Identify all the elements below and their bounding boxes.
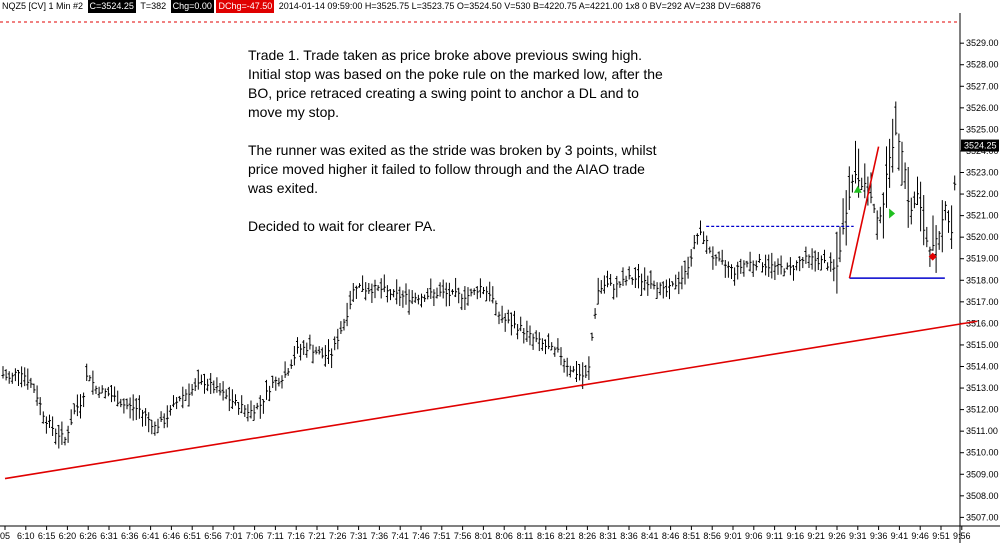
price-tick-label: 3522.00: [966, 189, 999, 199]
time-tick-label: 6:20: [59, 531, 77, 541]
time-tick-label: 7:51: [433, 531, 451, 541]
time-tick-label: 6:56: [204, 531, 222, 541]
time-tick-label: 8:56: [703, 531, 721, 541]
trend-line: [4, 320, 978, 480]
time-tick-label: 8:16: [537, 531, 555, 541]
price-tick-label: 3515.00: [966, 340, 999, 350]
trade-annotation: Trade 1. Trade taken as price broke abov…: [248, 46, 668, 255]
time-tick-label: 7:06: [246, 531, 264, 541]
time-tick-label: 9:26: [828, 531, 846, 541]
price-tick-label: 3511.00: [966, 426, 998, 436]
price-tick-label: 3507.00: [966, 512, 999, 522]
time-tick-label: 7:41: [391, 531, 409, 541]
annotation-paragraph-3: Decided to wait for clearer PA.: [248, 218, 437, 234]
time-tick-label: 7:16: [287, 531, 305, 541]
time-tick-label: 8:31: [599, 531, 617, 541]
time-tick-label: 8:26: [579, 531, 597, 541]
price-tick-label: 3528.00: [966, 60, 999, 70]
time-tick-label: 05: [0, 531, 10, 541]
time-tick-label: 6:31: [100, 531, 118, 541]
current-price-box: [961, 139, 999, 152]
price-tick-label: 3508.00: [966, 491, 999, 501]
time-tick-label: 6:46: [163, 531, 181, 541]
time-tick-label: 9:56: [953, 531, 971, 541]
time-tick-label: 9:16: [787, 531, 805, 541]
price-tick-label: 3521.00: [966, 211, 999, 221]
annotation-paragraph-2: The runner was exited as the stride was …: [248, 142, 657, 196]
price-tick-label: 3525.00: [966, 124, 999, 134]
time-tick-label: 8:36: [620, 531, 638, 541]
time-tick-label: 8:46: [662, 531, 680, 541]
time-tick-label: 9:06: [745, 531, 763, 541]
change-box: Chg=0.00: [170, 0, 214, 13]
time-tick-label: 7:21: [308, 531, 326, 541]
time-tick-label: 6:26: [79, 531, 97, 541]
price-tick-label: 3529.00: [966, 38, 999, 48]
price-tick-label: 3523.00: [966, 168, 999, 178]
entry-marker: [853, 185, 862, 193]
price-tick-label: 3514.00: [966, 361, 999, 371]
time-tick-label: 6:51: [183, 531, 201, 541]
ai-marker: [928, 252, 937, 261]
price-tick-label: 3513.00: [966, 383, 999, 393]
time-tick-label: 8:51: [683, 531, 701, 541]
chart-header: NQZ5 [CV] 1 Min #2 C=3524.25 T=382 Chg=0…: [0, 0, 960, 13]
time-tick-label: 8:01: [475, 531, 493, 541]
bar-stats: 2014-01-14 09:59:00 H=3525.75 L=3523.75 …: [278, 1, 761, 11]
time-tick-label: 9:41: [891, 531, 909, 541]
time-tick-label: 7:56: [454, 531, 472, 541]
ticks-box: T=382: [140, 1, 167, 11]
time-tick-label: 8:41: [641, 531, 659, 541]
time-tick-label: 9:21: [807, 531, 825, 541]
time-tick-label: 9:46: [911, 531, 929, 541]
stride-line: [848, 146, 880, 279]
annotation-paragraph-1: Trade 1. Trade taken as price broke abov…: [248, 47, 663, 120]
time-tick-label: 6:10: [17, 531, 35, 541]
price-tick-label: 3510.00: [966, 448, 999, 458]
time-tick-label: 7:36: [371, 531, 389, 541]
time-tick-label: 9:51: [932, 531, 950, 541]
time-tick-label: 9:36: [870, 531, 888, 541]
time-tick-label: 9:31: [849, 531, 867, 541]
close-box: C=3524.25: [87, 0, 136, 13]
time-tick-label: 7:31: [350, 531, 368, 541]
price-tick-label: 3512.00: [966, 405, 999, 415]
symbol-label: NQZ5 [CV] 1 Min #2: [2, 1, 84, 11]
current-price-label: 3524.25: [964, 141, 997, 151]
price-tick-label: 3527.00: [966, 81, 999, 91]
time-tick-label: 9:11: [766, 531, 783, 541]
time-tick-label: 8:21: [558, 531, 576, 541]
price-tick-label: 3526.00: [966, 103, 999, 113]
price-tick-label: 3518.00: [966, 275, 999, 285]
time-tick-label: 7:11: [267, 531, 284, 541]
time-tick-label: 8:11: [517, 531, 534, 541]
price-tick-label: 3516.00: [966, 318, 999, 328]
price-tick-label: 3517.00: [966, 297, 999, 307]
exit-marker: [889, 208, 896, 219]
time-tick-label: 7:26: [329, 531, 347, 541]
time-tick-label: 6:41: [142, 531, 160, 541]
time-tick-label: 6:15: [38, 531, 56, 541]
time-tick-label: 8:06: [495, 531, 513, 541]
price-tick-label: 3519.00: [966, 254, 999, 264]
price-tick-label: 3509.00: [966, 469, 999, 479]
time-tick-label: 7:01: [225, 531, 243, 541]
time-tick-label: 9:01: [724, 531, 742, 541]
daily-change-box: DChg=-47.50: [216, 0, 275, 13]
time-tick-label: 7:46: [412, 531, 430, 541]
price-tick-label: 3520.00: [966, 232, 999, 242]
time-tick-label: 6:36: [121, 531, 139, 541]
